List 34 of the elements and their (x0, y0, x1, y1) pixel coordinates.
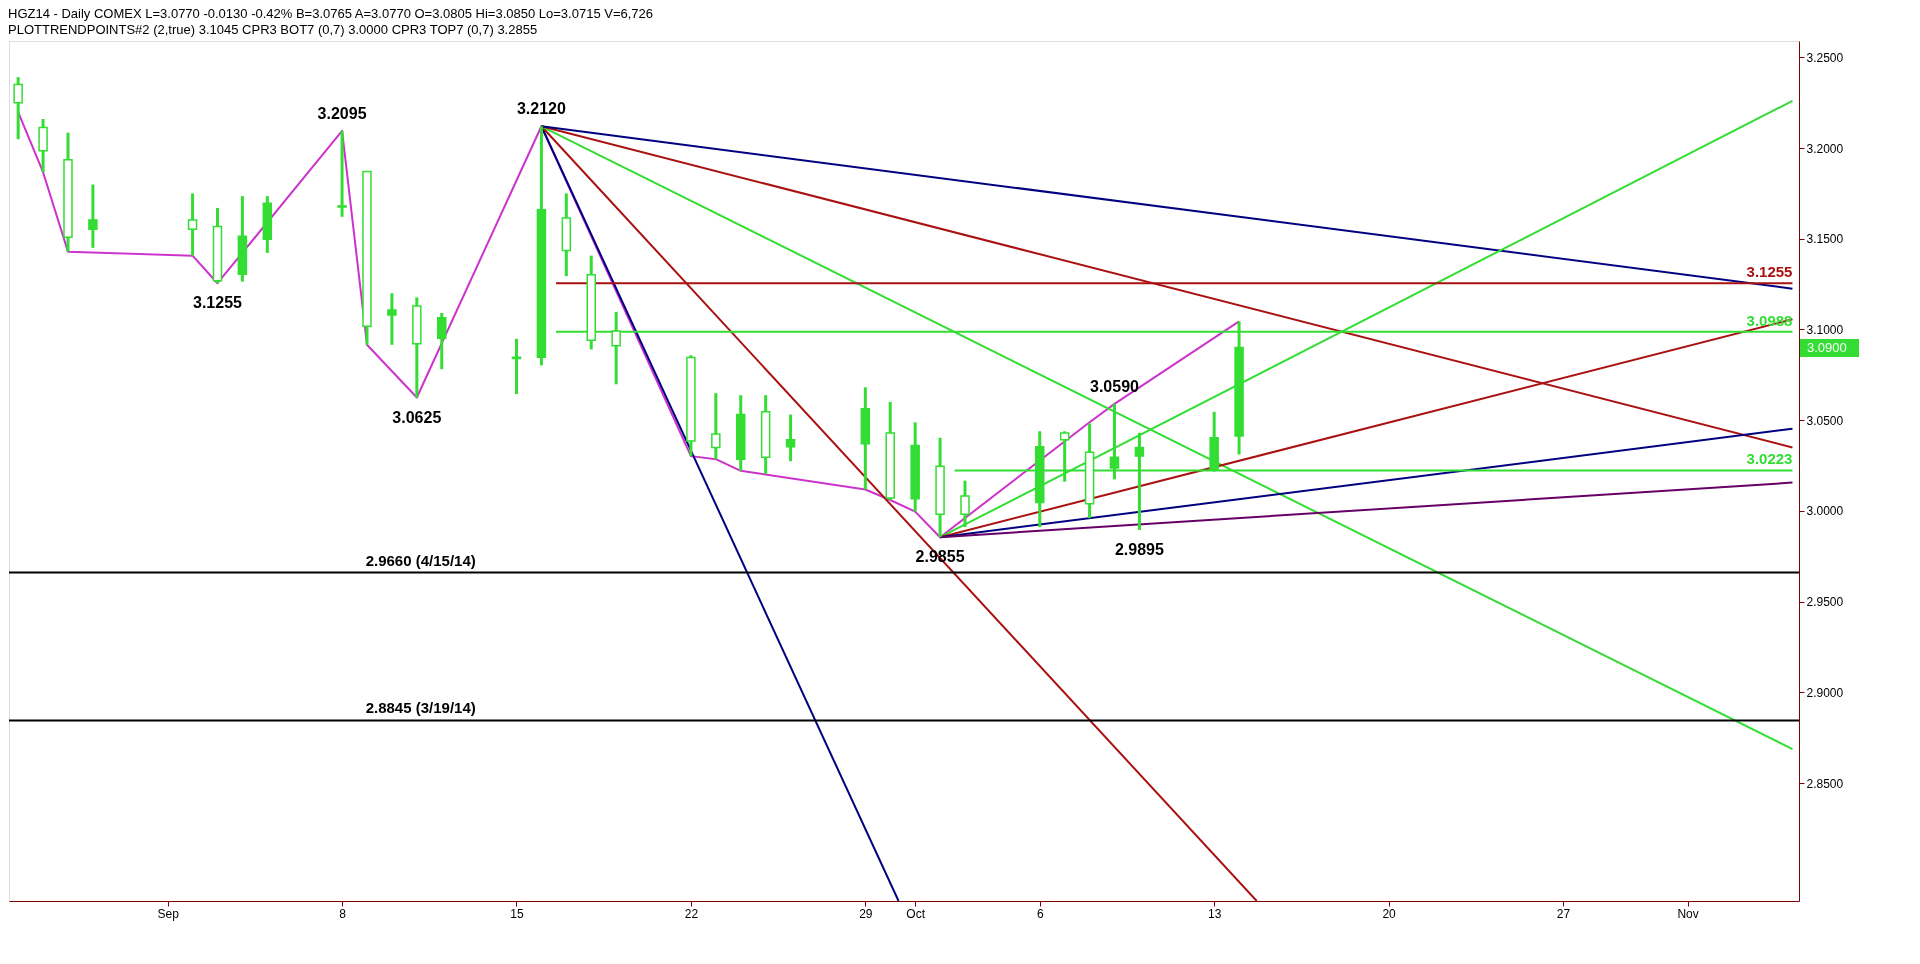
x-tick-label: 29 (859, 906, 873, 921)
x-tick-label: Nov (1677, 906, 1699, 921)
annotation: 3.2120 (516, 100, 566, 118)
y-tick-label: 3.0000 (1806, 504, 1844, 519)
ref-line-label: 2.8845 (3/19/14) (365, 699, 476, 717)
x-tick-label: 6 (1036, 906, 1044, 921)
ref-line-label: 2.9660 (4/15/14) (365, 551, 476, 569)
series-label: 3.1255 (1746, 263, 1793, 281)
series-label: 3.0988 (1746, 311, 1793, 329)
y-tick-label: 3.0500 (1806, 413, 1844, 428)
x-tick-label: Oct (906, 906, 926, 921)
series-label: 3.0223 (1746, 450, 1793, 468)
y-tick-label: 2.8500 (1806, 776, 1844, 791)
y-tick-label: 3.1000 (1806, 322, 1844, 337)
x-tick-label: 27 (1556, 906, 1571, 921)
y-tick-label: 3.1500 (1806, 232, 1844, 247)
y-tick-label: 3.2500 (1806, 50, 1844, 65)
y-tick-label: 3.2000 (1806, 141, 1844, 156)
y-tick-label: 2.9500 (1806, 595, 1844, 610)
annotation: 2.9895 (1114, 540, 1164, 558)
chart-title: HGZ14 - Daily COMEX L=3.0770 -0.0130 -0.42% B=3.0765 A=3.0770 O=3.0805 Hi=3.0850 Lo=3.0715 V=6,726 (8, 6, 654, 21)
chart-subtitle: PLOTTRENDPOINTS#2 (2,true) 3.1045 CPR3 BOT7 (0,7) 3.0000 CPR3 TOP7 (0,7) 3.2855 (8, 22, 538, 37)
annotation: 3.2095 (317, 104, 367, 122)
annotation: 3.1255 (193, 294, 243, 312)
x-tick-label: 8 (339, 906, 347, 921)
x-tick-label: Sep (157, 906, 180, 921)
x-tick-label: 22 (684, 906, 699, 921)
annotation: 3.0590 (1090, 377, 1140, 395)
annotation: 3.0625 (392, 408, 442, 426)
text: 3.0900 (1807, 340, 1847, 356)
y-tick-label: 2.9000 (1806, 685, 1844, 700)
x-tick-label: 15 (510, 906, 524, 921)
x-tick-label: 20 (1382, 906, 1397, 921)
x-tick-label: 13 (1207, 906, 1222, 921)
